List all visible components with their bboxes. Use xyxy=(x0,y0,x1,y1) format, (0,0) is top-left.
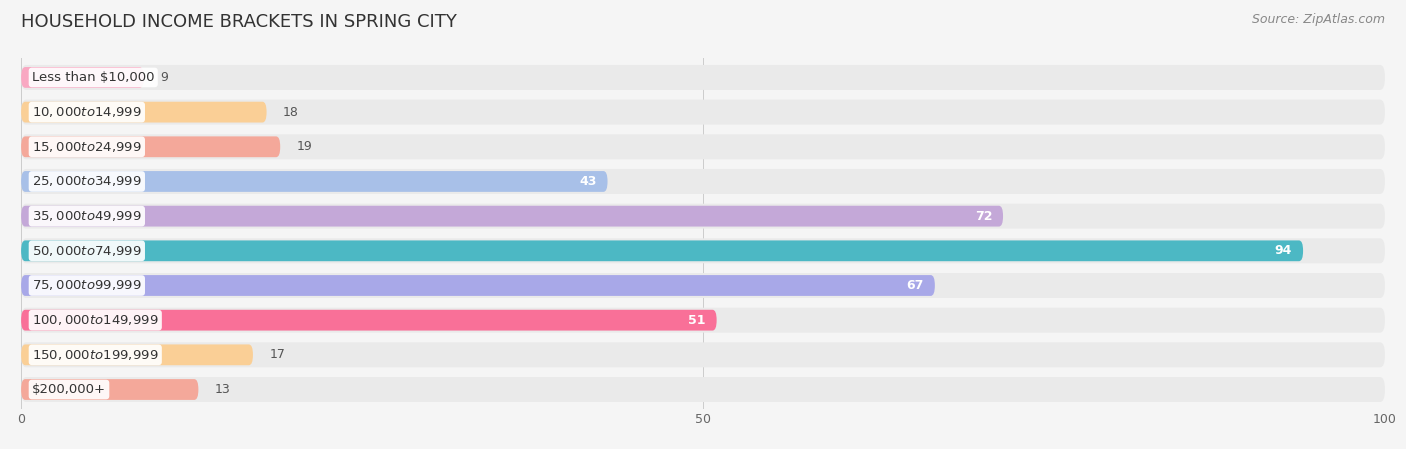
FancyBboxPatch shape xyxy=(21,136,280,157)
Text: $50,000 to $74,999: $50,000 to $74,999 xyxy=(32,244,142,258)
FancyBboxPatch shape xyxy=(21,206,1002,227)
FancyBboxPatch shape xyxy=(21,275,935,296)
Text: HOUSEHOLD INCOME BRACKETS IN SPRING CITY: HOUSEHOLD INCOME BRACKETS IN SPRING CITY xyxy=(21,13,457,31)
Text: 51: 51 xyxy=(688,314,706,327)
Text: 18: 18 xyxy=(283,106,299,119)
FancyBboxPatch shape xyxy=(21,204,1385,229)
FancyBboxPatch shape xyxy=(21,171,607,192)
Text: 94: 94 xyxy=(1275,244,1292,257)
Text: Less than $10,000: Less than $10,000 xyxy=(32,71,155,84)
Text: $100,000 to $149,999: $100,000 to $149,999 xyxy=(32,313,159,327)
Text: 43: 43 xyxy=(579,175,596,188)
FancyBboxPatch shape xyxy=(21,65,1385,90)
Text: $150,000 to $199,999: $150,000 to $199,999 xyxy=(32,348,159,362)
Text: 67: 67 xyxy=(907,279,924,292)
Text: $15,000 to $24,999: $15,000 to $24,999 xyxy=(32,140,142,154)
FancyBboxPatch shape xyxy=(21,238,1385,263)
Text: 72: 72 xyxy=(974,210,993,223)
Text: $200,000+: $200,000+ xyxy=(32,383,105,396)
Text: $10,000 to $14,999: $10,000 to $14,999 xyxy=(32,105,142,119)
FancyBboxPatch shape xyxy=(21,342,1385,367)
Text: $75,000 to $99,999: $75,000 to $99,999 xyxy=(32,278,142,292)
Text: 13: 13 xyxy=(215,383,231,396)
FancyBboxPatch shape xyxy=(21,169,1385,194)
Text: $35,000 to $49,999: $35,000 to $49,999 xyxy=(32,209,142,223)
FancyBboxPatch shape xyxy=(21,240,1303,261)
FancyBboxPatch shape xyxy=(21,100,1385,125)
FancyBboxPatch shape xyxy=(21,102,267,123)
Text: Source: ZipAtlas.com: Source: ZipAtlas.com xyxy=(1251,13,1385,26)
FancyBboxPatch shape xyxy=(21,67,143,88)
FancyBboxPatch shape xyxy=(21,273,1385,298)
Text: 17: 17 xyxy=(270,348,285,361)
FancyBboxPatch shape xyxy=(21,134,1385,159)
FancyBboxPatch shape xyxy=(21,377,1385,402)
FancyBboxPatch shape xyxy=(21,379,198,400)
Text: 19: 19 xyxy=(297,140,312,153)
Text: 9: 9 xyxy=(160,71,169,84)
FancyBboxPatch shape xyxy=(21,344,253,365)
FancyBboxPatch shape xyxy=(21,310,717,330)
Text: $25,000 to $34,999: $25,000 to $34,999 xyxy=(32,175,142,189)
FancyBboxPatch shape xyxy=(21,308,1385,333)
